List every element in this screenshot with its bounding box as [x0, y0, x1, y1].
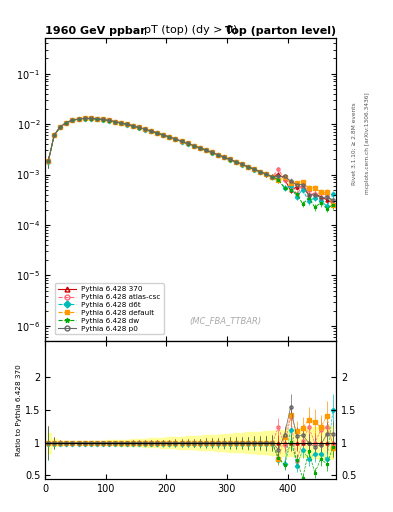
Text: 1960 GeV ppbar: 1960 GeV ppbar — [45, 26, 146, 36]
Text: Top (parton level): Top (parton level) — [225, 26, 336, 36]
Text: Rivet 3.1.10; ≥ 2.8M events: Rivet 3.1.10; ≥ 2.8M events — [352, 102, 357, 185]
Y-axis label: Ratio to Pythia 6.428 370: Ratio to Pythia 6.428 370 — [16, 364, 22, 456]
Title: pT (top) (dy > 0): pT (top) (dy > 0) — [144, 25, 237, 35]
Text: (MC_FBA_TTBAR): (MC_FBA_TTBAR) — [189, 316, 262, 325]
Text: mcplots.cern.ch [arXiv:1306.3436]: mcplots.cern.ch [arXiv:1306.3436] — [365, 93, 371, 194]
Legend: Pythia 6.428 370, Pythia 6.428 atlas-csc, Pythia 6.428 d6t, Pythia 6.428 default: Pythia 6.428 370, Pythia 6.428 atlas-csc… — [55, 283, 163, 334]
